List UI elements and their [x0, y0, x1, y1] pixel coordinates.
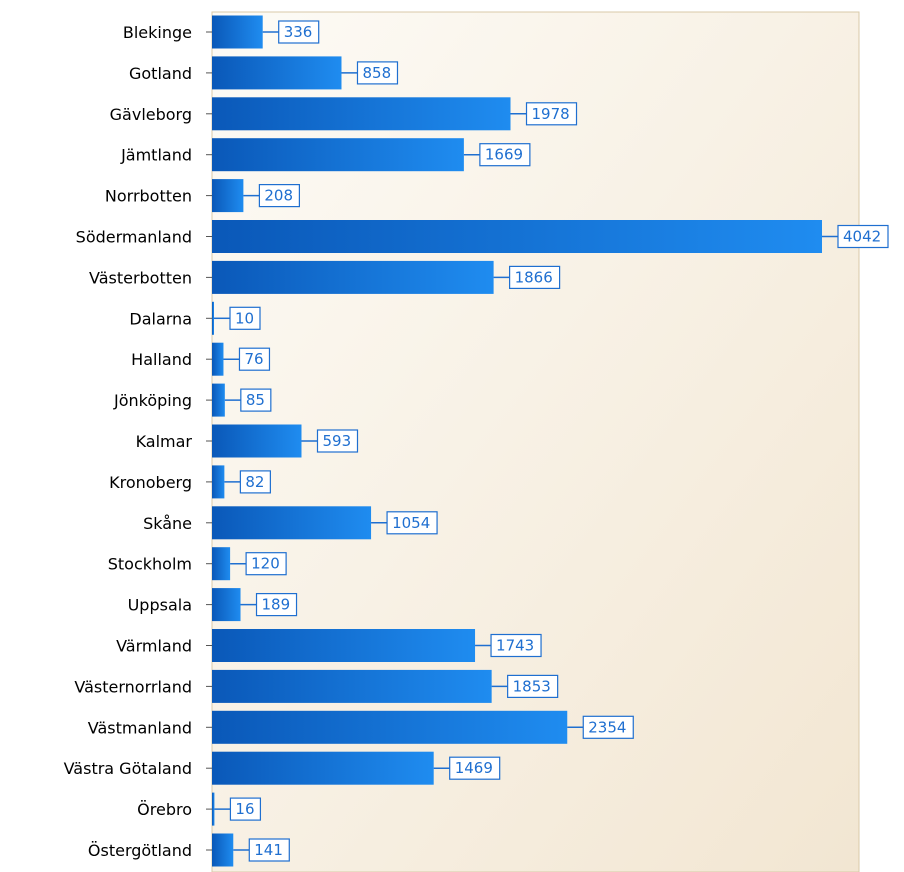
- bar: [212, 710, 568, 744]
- bar: [212, 179, 244, 213]
- category-label: Västra Götaland: [64, 759, 192, 778]
- value-label-box: [229, 306, 261, 330]
- value-label: 336: [284, 23, 313, 41]
- bar: [212, 833, 234, 867]
- value-label: 858: [362, 64, 391, 82]
- category-label: Norrbotten: [105, 187, 192, 206]
- value-label: 189: [262, 596, 291, 614]
- value-label-box: [239, 470, 271, 494]
- bar: [212, 669, 492, 703]
- value-label: 1978: [532, 105, 570, 123]
- value-label-box: [278, 20, 320, 44]
- value-label: 10: [235, 309, 254, 327]
- category-label: Södermanland: [76, 228, 192, 247]
- bar: [212, 383, 225, 417]
- category-label: Jönköping: [113, 391, 192, 410]
- bar: [212, 506, 372, 540]
- value-label-box: [258, 184, 300, 208]
- value-label: 208: [264, 187, 293, 205]
- value-label: 1866: [515, 268, 553, 286]
- category-label: Västernorrland: [74, 677, 192, 696]
- bar: [212, 588, 241, 622]
- value-label: 1853: [513, 677, 551, 695]
- bar: [212, 547, 231, 581]
- value-label: 85: [246, 391, 265, 409]
- bar: [212, 751, 434, 785]
- value-label: 141: [254, 841, 283, 859]
- value-label-box: [356, 61, 399, 85]
- value-label: 1054: [392, 514, 430, 532]
- bar: [212, 138, 464, 172]
- value-label-box: [255, 592, 298, 617]
- value-label: 76: [244, 350, 263, 368]
- value-label: 1469: [455, 759, 493, 777]
- value-label-box: [240, 388, 272, 412]
- value-label: 593: [322, 432, 351, 450]
- value-label-box: [507, 674, 559, 699]
- value-label: 16: [235, 800, 254, 818]
- category-label: Gotland: [129, 64, 192, 83]
- category-label: Halland: [131, 350, 192, 369]
- bar: [212, 220, 822, 253]
- value-label-box: [245, 552, 287, 576]
- bar: [212, 465, 225, 499]
- value-label-box: [490, 633, 542, 658]
- category-label: Jämtland: [120, 146, 192, 165]
- value-label-box: [509, 265, 561, 289]
- category-label: Värmland: [116, 637, 192, 656]
- value-label: 1669: [485, 146, 523, 164]
- bar: [212, 260, 494, 294]
- category-label: Blekinge: [123, 23, 192, 42]
- value-label: 1743: [496, 637, 534, 655]
- bar: [212, 424, 302, 458]
- bar: [212, 97, 511, 131]
- value-label-box: [248, 838, 290, 862]
- bar: [212, 342, 224, 376]
- value-label-box: [525, 102, 578, 126]
- category-label: Västerbotten: [89, 268, 192, 287]
- category-label: Östergötland: [88, 841, 192, 860]
- bar: [212, 56, 342, 90]
- bar: [212, 15, 263, 49]
- value-label-box: [582, 715, 634, 739]
- category-label: Kronoberg: [109, 473, 192, 492]
- value-label: 4042: [843, 228, 881, 246]
- bar: [212, 629, 476, 662]
- category-label: Kalmar: [136, 432, 193, 451]
- category-label: Västmanland: [88, 718, 192, 737]
- value-label-box: [229, 797, 262, 821]
- category-label: Skåne: [143, 514, 192, 533]
- value-label: 82: [245, 473, 264, 491]
- value-label-box: [449, 756, 501, 780]
- value-label: 2354: [588, 718, 626, 736]
- category-label: Dalarna: [129, 309, 192, 328]
- value-label-box: [386, 511, 438, 535]
- value-label-box: [316, 429, 359, 453]
- category-label: Örebro: [137, 800, 192, 819]
- value-label-box: [238, 347, 271, 371]
- value-label-box: [479, 143, 531, 167]
- value-label: 120: [251, 555, 280, 573]
- category-label: Uppsala: [128, 596, 192, 615]
- category-label: Stockholm: [108, 555, 192, 574]
- value-label-box: [837, 224, 889, 249]
- bar: [212, 301, 214, 335]
- category-label: Gävleborg: [110, 105, 192, 124]
- bar: [212, 792, 215, 826]
